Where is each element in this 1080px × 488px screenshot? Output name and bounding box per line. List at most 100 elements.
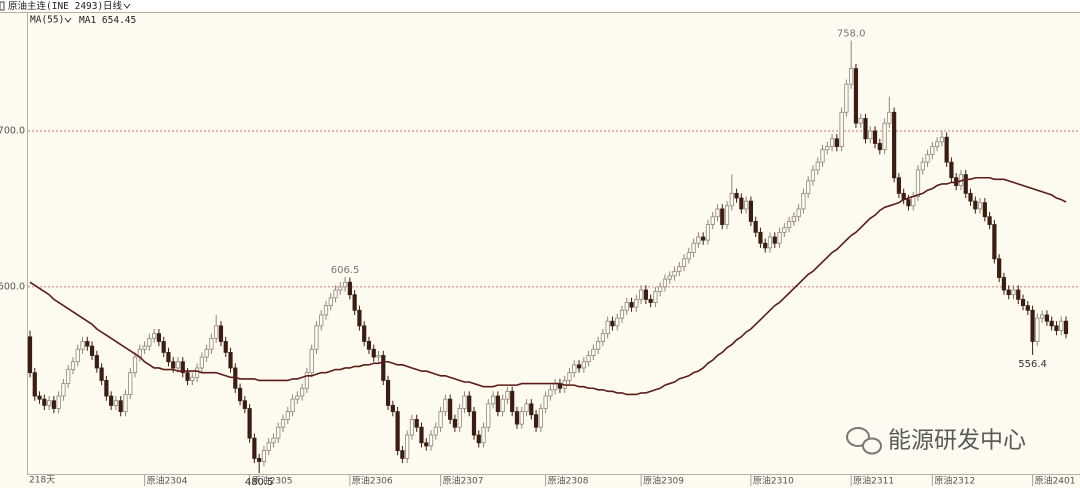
candle-body — [997, 258, 1002, 278]
candle-body — [758, 231, 763, 244]
candle-body — [118, 400, 123, 413]
candle-body — [648, 298, 653, 303]
candle-body — [591, 348, 596, 356]
candle-body — [1001, 277, 1007, 291]
candle-body — [32, 372, 37, 397]
candle-body — [66, 369, 71, 384]
candle-body — [247, 408, 252, 439]
candle-body — [724, 205, 730, 225]
x-tick-label: 原油2310 — [753, 475, 794, 487]
dropdown-chevron[interactable] — [123, 3, 131, 9]
candle-body — [782, 227, 787, 233]
candle-body — [681, 258, 687, 268]
candle-body — [152, 333, 157, 339]
candle-body — [366, 341, 372, 350]
candle-body — [237, 387, 243, 402]
candle-body — [56, 395, 61, 409]
high-label: 758.0 — [837, 29, 866, 40]
candle-body — [1006, 289, 1011, 296]
candle-body — [319, 314, 324, 327]
candle-body — [596, 341, 601, 350]
candle-body — [1049, 320, 1054, 327]
period-label[interactable]: 日线 — [103, 0, 123, 12]
indicator-label[interactable]: MA(55) — [30, 15, 64, 26]
candle-body — [257, 458, 262, 462]
x-tick-label: 原油2401 — [1035, 475, 1076, 487]
candle-body — [533, 414, 539, 428]
candle-body — [753, 221, 758, 233]
candles — [27, 40, 1069, 474]
candle-body — [849, 68, 854, 85]
candle-body — [37, 395, 42, 400]
candle-body — [934, 141, 940, 147]
candle-body — [27, 336, 33, 374]
candle-body — [672, 270, 677, 277]
candle-body — [767, 236, 773, 249]
ma-legend-name: MA1 — [79, 15, 96, 26]
header-icon — [0, 1, 5, 11]
candle-body — [495, 395, 500, 413]
candle-body — [385, 380, 391, 406]
candle-body — [204, 348, 209, 358]
candle-body — [820, 149, 825, 163]
candle-body — [863, 118, 868, 140]
candle-body — [1020, 298, 1026, 307]
candle-body — [982, 202, 987, 218]
candle-body — [791, 216, 796, 222]
candle-body — [553, 383, 558, 391]
candle-body — [658, 286, 663, 292]
candle-body — [448, 398, 453, 420]
candle-body — [109, 395, 114, 406]
candle-body — [786, 221, 792, 229]
candle-body — [1016, 289, 1021, 300]
candle-body — [500, 398, 505, 413]
candle-body — [342, 281, 348, 288]
candle-body — [801, 192, 806, 210]
candle-body — [968, 192, 973, 202]
candle-body — [868, 130, 873, 140]
candle-body — [510, 390, 515, 413]
period-selector[interactable]: 日线 — [103, 0, 131, 12]
candle-body — [276, 426, 281, 439]
candle-body — [763, 242, 768, 249]
candle-body — [925, 153, 930, 163]
candle-body — [858, 118, 863, 124]
dropdown-chevron[interactable] — [64, 17, 72, 23]
candle-body — [462, 395, 467, 409]
candle-body — [1044, 314, 1050, 322]
candle-body — [872, 130, 878, 144]
candle-body — [915, 169, 921, 197]
watermark-icon — [846, 427, 870, 447]
candle-body — [691, 242, 696, 253]
x-tick-label: 原油2308 — [548, 475, 589, 487]
x-tick-label: 原油2306 — [352, 475, 393, 487]
candle-body — [720, 208, 725, 225]
candle-body — [323, 305, 329, 316]
watermark-icon — [862, 437, 882, 455]
candle-body — [567, 372, 572, 381]
candle-body — [834, 138, 839, 147]
candle-body — [99, 367, 104, 381]
x-tick-label: 原油2307 — [443, 475, 484, 487]
candle-body — [825, 146, 830, 151]
candle-body — [271, 437, 276, 444]
candle-body — [777, 231, 782, 244]
candle-body — [519, 411, 524, 425]
candle-body — [514, 411, 520, 425]
candle-body — [619, 309, 625, 319]
candle-body — [677, 266, 682, 272]
candle-body — [715, 208, 720, 218]
ma-legend-value: 654.45 — [102, 15, 136, 26]
candle-body — [357, 309, 362, 327]
candle-body — [352, 294, 357, 311]
candle-body — [701, 236, 706, 241]
watermark-text: 能源研发中心 — [888, 428, 1026, 454]
candle-body — [123, 394, 128, 413]
candle-body — [424, 442, 429, 447]
indicator-selector[interactable]: MA(55) — [30, 15, 72, 26]
candle-body — [944, 136, 949, 163]
candle-body — [973, 200, 978, 210]
candle-body — [748, 200, 754, 222]
candle-body — [629, 302, 634, 308]
